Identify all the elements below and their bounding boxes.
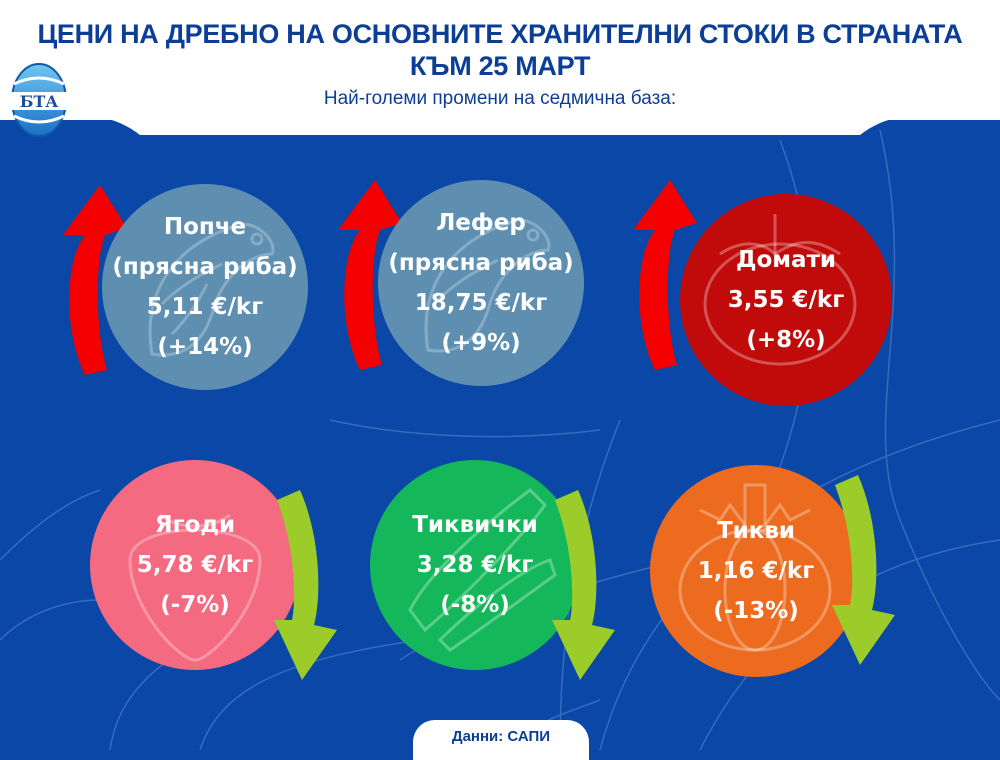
- item-price: 3,28 €/kг: [416, 552, 534, 578]
- item-change: (-8%): [440, 592, 510, 618]
- item-price: 1,16 €/kг: [697, 558, 815, 584]
- item-change: (-7%): [160, 592, 230, 618]
- arrow-down-icon: [274, 490, 337, 680]
- item-circle-tikvichki: Тиквички 3,28 €/kг (-8%): [370, 460, 580, 670]
- item-name: Ягоди: [154, 512, 236, 538]
- item-name: Домати: [735, 247, 837, 273]
- item-name: Лефер: [436, 210, 526, 236]
- arrow-up-icon: [338, 180, 402, 370]
- title-line-2: КЪМ 25 МАРТ: [409, 51, 591, 81]
- source-footer: Данни: САПИ: [413, 720, 589, 760]
- item-name: Тиквички: [412, 512, 538, 538]
- pumpkin-icon: [678, 483, 832, 652]
- item-note: (прясна риба): [112, 254, 298, 280]
- item-price: 18,75 €/kг: [414, 290, 548, 316]
- item-change: (+8%): [746, 327, 826, 353]
- item-circle-tikvi: Тикви 1,16 €/kг (-13%): [650, 465, 862, 677]
- zucchini-icon: [408, 488, 557, 652]
- item-price: 5,11 €/kг: [146, 294, 264, 320]
- item-circle-yagodi: Ягоди 5,78 €/kг (-7%): [90, 460, 300, 670]
- strawberry-icon: [128, 513, 262, 662]
- item-note: (прясна риба): [388, 250, 574, 276]
- arrow-up-icon: [633, 180, 697, 370]
- item-name: Попче: [163, 214, 247, 240]
- title-line-1: ЦЕНИ НА ДРЕБНО НА ОСНОВНИТЕ ХРАНИТЕЛНИ С…: [37, 19, 963, 49]
- tomato-icon: [703, 214, 857, 366]
- arrow-up-icon: [63, 185, 127, 375]
- item-circle-lefer: Лефер (прясна риба) 18,75 €/kг (+9%): [378, 180, 584, 386]
- header-band: [0, 0, 1000, 120]
- item-price: 3,55 €/kг: [727, 287, 845, 313]
- page-title: ЦЕНИ НА ДРЕБНО НА ОСНОВНИТЕ ХРАНИТЕЛНИ С…: [0, 18, 1000, 82]
- item-change: (+9%): [441, 330, 521, 356]
- item-circle-domati: Домати 3,55 €/kг (+8%): [680, 194, 892, 406]
- item-name: Тикви: [716, 518, 796, 544]
- item-change: (-13%): [713, 598, 799, 624]
- item-change: (+14%): [157, 334, 253, 360]
- arrow-down-icon: [832, 475, 895, 665]
- svg-text:БТА: БТА: [20, 92, 59, 111]
- page-subtitle: Най-големи промени на седмична база:: [323, 88, 677, 109]
- arrow-down-icon: [552, 490, 615, 680]
- bta-logo: БТА: [10, 63, 68, 137]
- fish-icon: [424, 218, 551, 353]
- fish-icon: [148, 222, 275, 357]
- header-wave: [0, 110, 1000, 135]
- item-price: 5,78 €/kг: [136, 552, 254, 578]
- item-circle-popche: Попче (прясна риба) 5,11 €/kг (+14%): [102, 184, 308, 390]
